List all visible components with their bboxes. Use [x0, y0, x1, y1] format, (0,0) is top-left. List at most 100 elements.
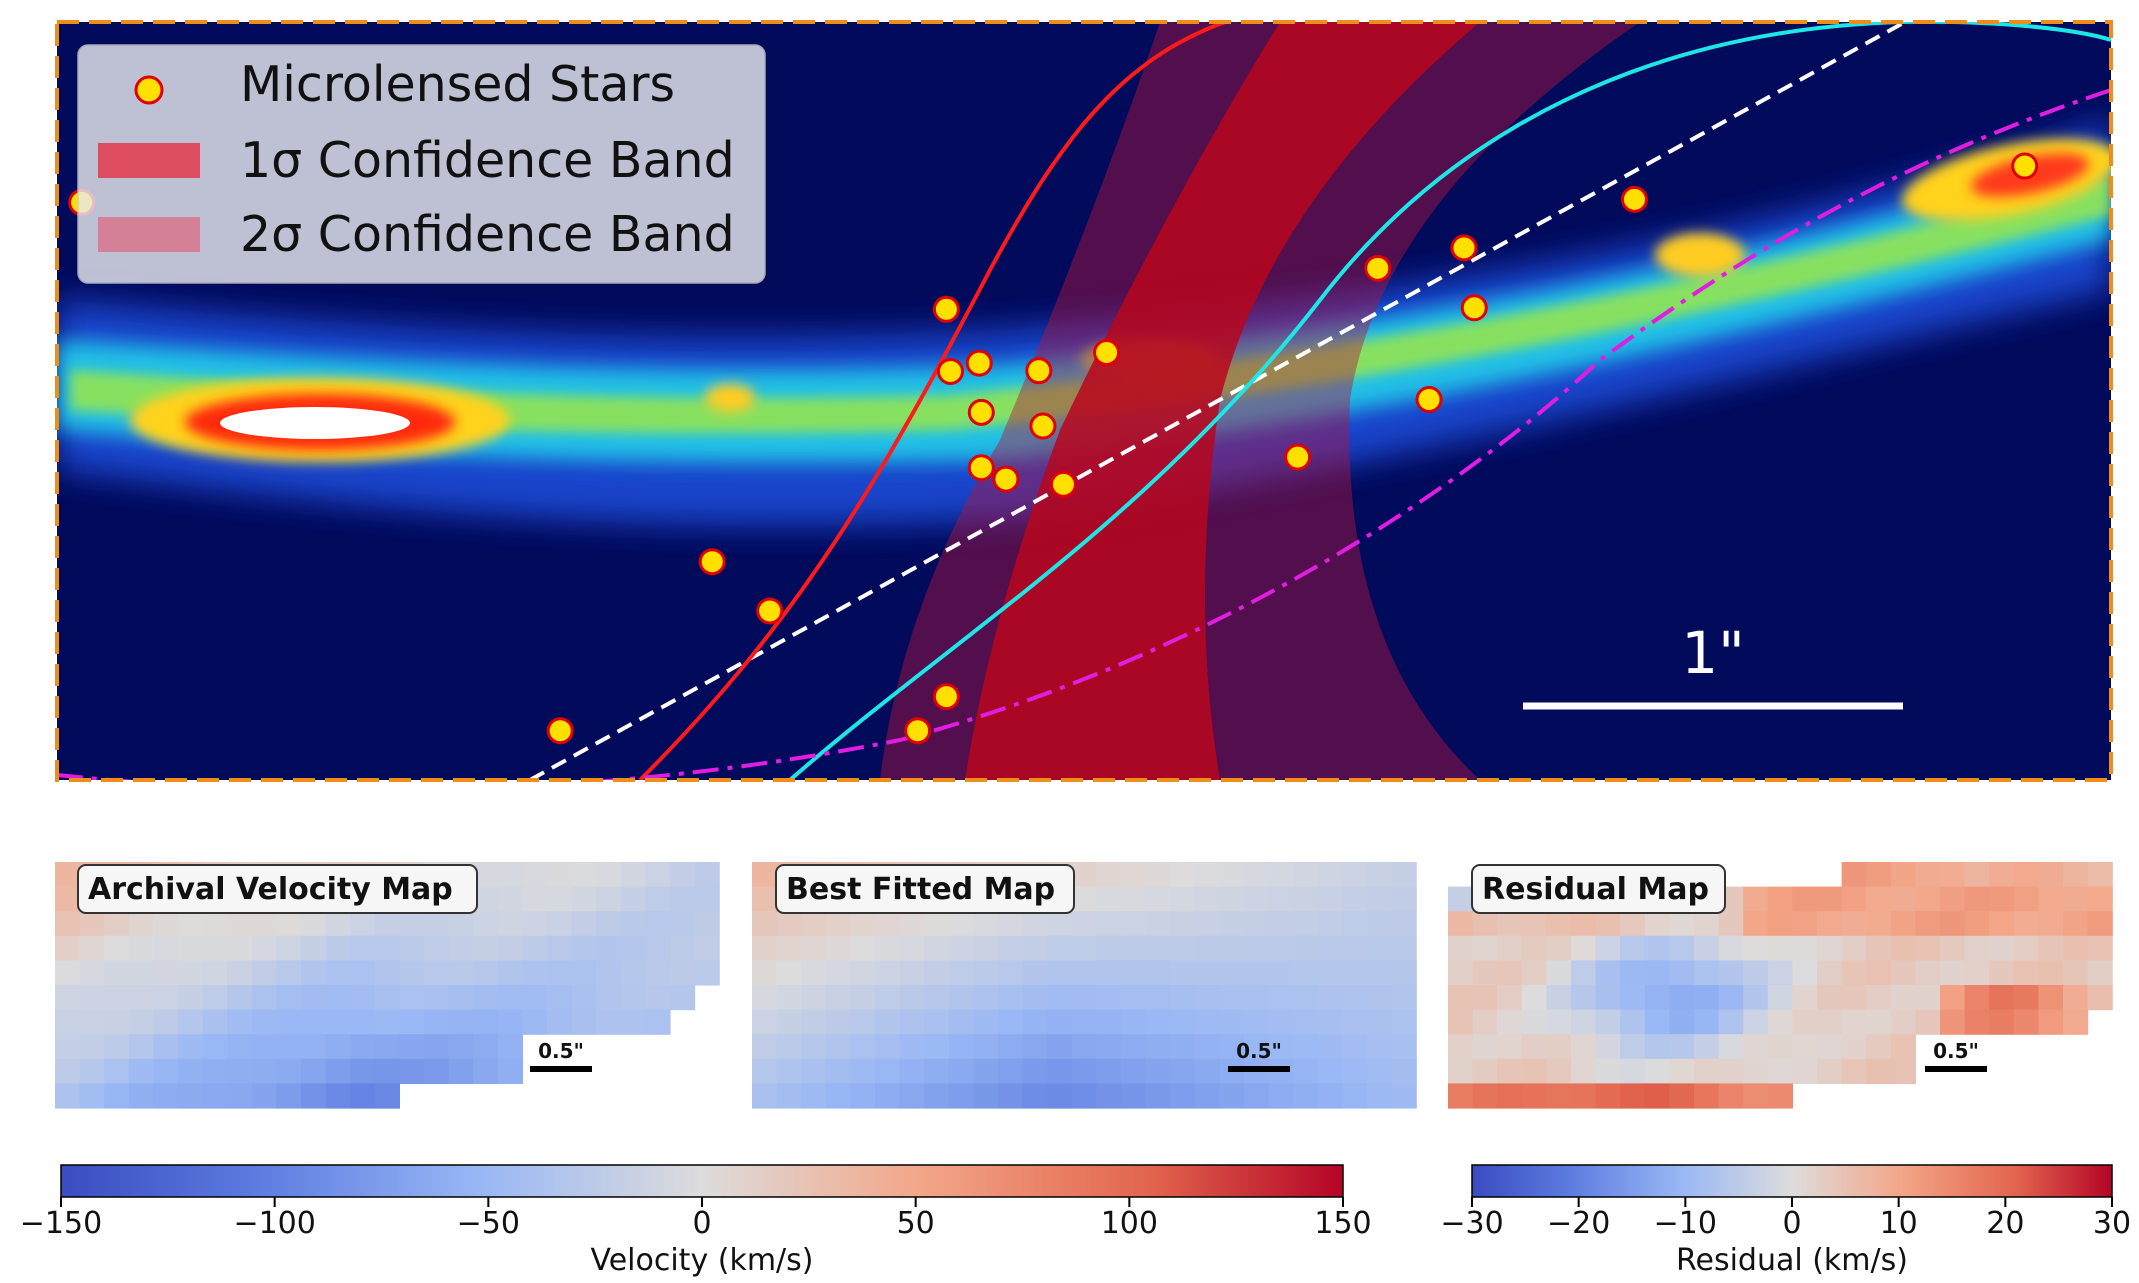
map-pixel — [1743, 911, 1769, 937]
map-pixel — [1497, 935, 1523, 961]
map-pixel — [2063, 911, 2089, 937]
map-pixel — [79, 1009, 105, 1035]
map-pixel — [899, 935, 925, 961]
map-pixel — [1792, 911, 1818, 937]
map-pixel — [670, 960, 696, 986]
map-pixel — [497, 985, 523, 1011]
map-pixel — [776, 1034, 802, 1060]
map-pixel — [1022, 960, 1048, 986]
map-pixel — [973, 911, 999, 937]
map-pixel — [2038, 886, 2064, 912]
map-pixel — [1841, 935, 1867, 961]
map-pixel — [325, 911, 351, 937]
residual-colorbar-ticks: −30 −20 −10 0 10 20 30 — [1440, 1197, 2131, 1241]
map-pixel — [448, 985, 474, 1011]
map-pixel — [1620, 911, 1646, 937]
map-pixel — [424, 960, 450, 986]
map-pixel — [1743, 1034, 1769, 1060]
map-pixel — [2013, 862, 2039, 888]
map-pixel — [1817, 960, 1843, 986]
map-pixel — [202, 935, 228, 961]
map-pixel — [1071, 862, 1097, 888]
map-pixel — [1194, 1009, 1220, 1035]
map-pixel — [645, 935, 671, 961]
map-pixel — [104, 911, 130, 937]
map-pixel — [227, 1058, 253, 1084]
map-pixel — [1194, 886, 1220, 912]
bestfit-scale-bar-label: 0.5" — [1236, 1039, 1282, 1063]
map-pixel — [350, 985, 376, 1011]
map-pixel — [1170, 911, 1196, 937]
map-pixel — [1964, 911, 1990, 937]
map-pixel — [1121, 1058, 1147, 1084]
map-pixel — [620, 985, 646, 1011]
map-pixel — [1595, 911, 1621, 937]
map-pixel — [1546, 935, 1572, 961]
map-pixel — [202, 960, 228, 986]
map-pixel — [645, 886, 671, 912]
map-pixel — [1293, 1058, 1319, 1084]
map-pixel — [670, 911, 696, 937]
map-pixel — [875, 1058, 901, 1084]
map-pixel — [2087, 960, 2113, 986]
map-pixel — [55, 985, 81, 1011]
map-pixel — [1367, 862, 1393, 888]
map-pixel — [801, 960, 827, 986]
map-pixel — [1145, 985, 1171, 1011]
map-pixel — [1071, 960, 1097, 986]
bestfit-title: Best Fitted Map — [775, 864, 1075, 914]
map-pixel — [1595, 1034, 1621, 1060]
map-pixel — [128, 1058, 154, 1084]
map-pixel — [1890, 886, 1916, 912]
map-pixel — [1047, 1083, 1073, 1109]
map-pixel — [1669, 1009, 1695, 1035]
map-pixel — [1317, 862, 1343, 888]
map-pixel — [973, 1009, 999, 1035]
map-pixel — [1293, 1034, 1319, 1060]
map-pixel — [776, 1058, 802, 1084]
map-pixel — [620, 935, 646, 961]
map-pixel — [1743, 1083, 1769, 1109]
map-pixel — [1915, 911, 1941, 937]
map-pixel — [1817, 1009, 1843, 1035]
map-pixel — [1546, 1034, 1572, 1060]
map-pixel — [153, 911, 179, 937]
map-pixel — [55, 935, 81, 961]
map-pixel — [1718, 985, 1744, 1011]
map-pixel — [128, 1034, 154, 1060]
legend-box — [77, 44, 766, 284]
map-pixel — [924, 960, 950, 986]
map-pixel — [2013, 911, 2039, 937]
one-sigma-band — [965, 22, 1480, 780]
map-pixel — [1669, 1083, 1695, 1109]
map-pixel — [1170, 862, 1196, 888]
map-pixel — [924, 1034, 950, 1060]
map-pixel — [2063, 935, 2089, 961]
map-pixel — [1342, 886, 1368, 912]
map-pixel — [1497, 1034, 1523, 1060]
map-pixel — [1367, 1083, 1393, 1109]
archival-title: Archival Velocity Map — [77, 864, 478, 914]
map-pixel — [825, 960, 851, 986]
map-pixel — [2063, 1009, 2089, 1035]
map-pixel — [1743, 886, 1769, 912]
map-pixel — [1620, 935, 1646, 961]
map-pixel — [1145, 935, 1171, 961]
map-pixel — [596, 935, 622, 961]
map-pixel — [2038, 1009, 2064, 1035]
map-pixel — [1244, 911, 1270, 937]
main-scale-bar-label: 1" — [1681, 619, 1745, 687]
map-pixel — [2063, 886, 2089, 912]
map-pixel — [776, 935, 802, 961]
map-pixel — [620, 960, 646, 986]
map-pixel — [153, 935, 179, 961]
colorbar-tick-label: −100 — [233, 1206, 315, 1241]
map-pixel — [1448, 886, 1474, 912]
map-pixel — [1071, 886, 1097, 912]
map-pixel — [752, 886, 778, 912]
map-pixel — [1293, 862, 1319, 888]
map-pixel — [801, 1083, 827, 1109]
map-pixel — [1595, 1083, 1621, 1109]
colorbar-tick-label: 30 — [2093, 1206, 2131, 1241]
map-pixel — [1342, 1034, 1368, 1060]
